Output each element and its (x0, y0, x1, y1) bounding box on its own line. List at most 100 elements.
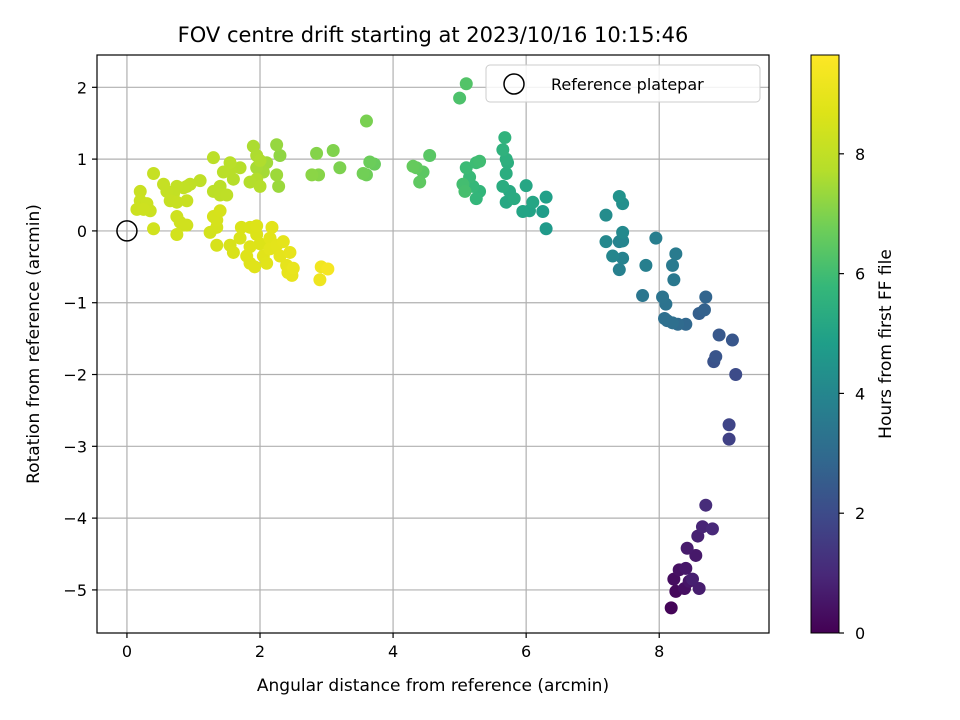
scatter-point (276, 235, 290, 249)
scatter-point (666, 258, 680, 272)
scatter-point (664, 601, 678, 615)
y-tick-label: 1 (77, 150, 87, 169)
scatter-point (680, 541, 694, 555)
y-tick-label: −5 (63, 581, 87, 600)
legend-marker (503, 73, 525, 95)
scatter-point (248, 260, 262, 274)
scatter-point (526, 195, 540, 209)
scatter-point (321, 262, 335, 276)
scatter-point (459, 161, 473, 175)
colorbar-tick-label: 8 (855, 145, 865, 164)
scatter-point (679, 561, 693, 575)
colorbar-label: Hours from first FF file (876, 249, 896, 439)
scatter-point (656, 290, 670, 304)
colorbar-tick-label: 0 (855, 624, 865, 643)
scatter-point (516, 205, 530, 219)
colorbar-tick-label: 2 (855, 504, 865, 523)
scatter-point (459, 77, 473, 91)
scatter-point (689, 548, 703, 562)
scatter-point (692, 581, 706, 595)
x-axis-ticks: 0 2 4 6 8 (122, 633, 664, 661)
x-tick-label: 4 (388, 642, 398, 661)
scatter-point (725, 333, 739, 347)
scatter-point (243, 175, 257, 189)
scatter-point (453, 91, 467, 105)
scatter-point (226, 245, 240, 259)
scatter-point (458, 184, 472, 198)
scatter-points (130, 77, 743, 615)
scatter-point (599, 208, 613, 222)
scatter-point (473, 154, 487, 168)
scatter-point (697, 303, 711, 317)
y-tick-label: 2 (77, 78, 87, 97)
scatter-point (539, 190, 553, 204)
scatter-point (423, 149, 437, 163)
scatter-point (669, 247, 683, 261)
scatter-point (176, 218, 190, 232)
scatter-point (359, 114, 373, 128)
scatter-point (213, 204, 227, 218)
scatter-point (270, 138, 284, 152)
grid (97, 55, 769, 633)
reference-point (116, 220, 138, 242)
scatter-point (265, 220, 279, 234)
scatter-point (193, 174, 207, 188)
scatter-point (286, 261, 300, 275)
scatter-point (313, 273, 327, 287)
x-tick-label: 0 (122, 642, 132, 661)
scatter-point (722, 432, 736, 446)
scatter-point (705, 522, 719, 536)
scatter-point (539, 222, 553, 236)
scatter-point (616, 225, 630, 239)
scatter-point (712, 328, 726, 342)
scatter-point (699, 290, 713, 304)
scatter-point (699, 498, 713, 512)
colorbar-tick-label: 4 (855, 384, 865, 403)
scatter-point (333, 161, 347, 175)
scatter-point (206, 151, 220, 165)
y-tick-label: −4 (63, 509, 87, 528)
scatter-point (260, 256, 274, 270)
scatter-point (667, 273, 681, 287)
scatter-point (498, 131, 512, 145)
scatter-point (305, 168, 319, 182)
scatter-point (413, 175, 427, 189)
chart-title: FOV centre drift starting at 2023/10/16 … (178, 23, 689, 47)
y-axis-ticks: −5 −4 −3 −2 −1 0 1 2 (63, 78, 97, 600)
scatter-point (636, 289, 650, 303)
scatter-point (496, 179, 510, 193)
scatter-point (137, 202, 151, 216)
scatter-point (250, 219, 264, 233)
scatter-point (233, 231, 247, 245)
scatter-point (469, 192, 483, 206)
scatter-point (695, 520, 709, 534)
scatter-point (170, 195, 184, 209)
scatter-point (170, 228, 184, 242)
y-tick-label: −1 (63, 294, 87, 313)
scatter-point (709, 350, 723, 364)
scatter-point (223, 156, 237, 170)
scatter-point (253, 154, 267, 168)
scatter-point (496, 143, 510, 157)
scatter-point (157, 177, 171, 191)
scatter-point (639, 258, 653, 272)
scatter-point (147, 222, 161, 236)
scatter-point (310, 146, 324, 160)
scatter-point (180, 194, 194, 208)
y-tick-label: −3 (63, 437, 87, 456)
scatter-point (210, 238, 224, 252)
scatter-point (536, 205, 550, 219)
scatter-point (273, 249, 287, 263)
scatter-point (599, 235, 613, 249)
colorbar-ticks: 0 2 4 6 8 (839, 145, 865, 643)
x-axis-label: Angular distance from reference (arcmin) (257, 676, 609, 696)
scatter-point (406, 159, 420, 173)
scatter-point (220, 188, 234, 202)
x-tick-label: 6 (521, 642, 531, 661)
scatter-point (147, 166, 161, 180)
y-axis-label: Rotation from reference (arcmin) (24, 204, 44, 484)
scatter-point (356, 166, 370, 180)
scatter-point (649, 231, 663, 245)
scatter-point (612, 189, 626, 203)
